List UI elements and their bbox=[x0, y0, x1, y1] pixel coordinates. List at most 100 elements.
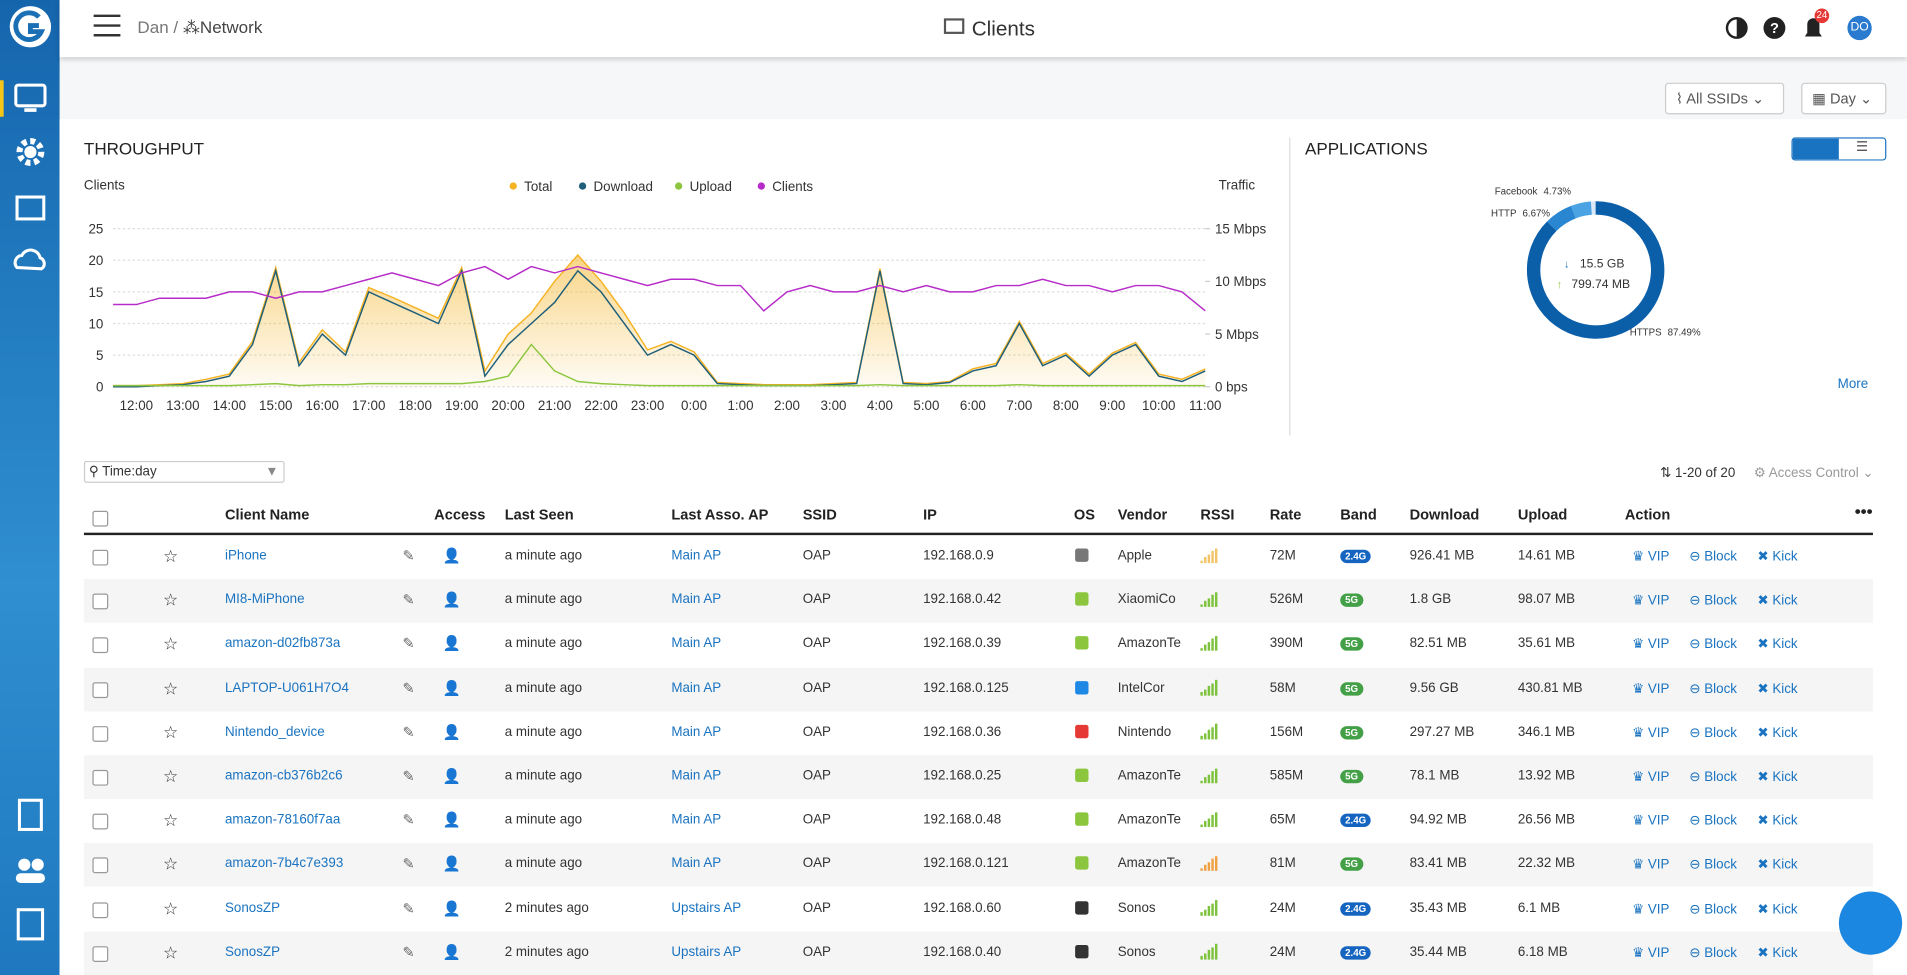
ssid-filter[interactable]: ⌇ All SSIDs ⌄ bbox=[1664, 82, 1785, 115]
notifications-button[interactable] bbox=[1804, 18, 1822, 37]
action-1[interactable]: ⊖ Block bbox=[1689, 593, 1737, 609]
row-checkbox[interactable] bbox=[92, 769, 109, 786]
action-2[interactable]: ✖ Kick bbox=[1757, 725, 1798, 741]
client-name[interactable]: Nintendo_device bbox=[224, 724, 325, 740]
last-ap[interactable]: Main AP bbox=[671, 812, 722, 828]
search-box[interactable]: ⚲ Time:day ▼ bbox=[83, 460, 285, 483]
access-icon[interactable]: 👤 bbox=[442, 899, 461, 917]
star[interactable]: ☆ bbox=[162, 942, 179, 962]
last-ap[interactable]: Main AP bbox=[671, 548, 722, 564]
logo-g[interactable] bbox=[13, 10, 46, 42]
client-name[interactable]: amazon-d02fb873a bbox=[224, 636, 341, 652]
monitor-icon[interactable] bbox=[14, 83, 47, 108]
access-icon[interactable]: 👤 bbox=[442, 855, 461, 873]
last-ap[interactable]: Upstairs AP bbox=[671, 900, 742, 916]
action-2[interactable]: ✖ Kick bbox=[1757, 857, 1798, 873]
avatar[interactable] bbox=[1847, 15, 1872, 41]
action-2[interactable]: ✖ Kick bbox=[1757, 637, 1798, 653]
edit-icon[interactable]: ✎ bbox=[402, 547, 415, 565]
star[interactable]: ☆ bbox=[162, 854, 179, 874]
action-1[interactable]: ⊖ Block bbox=[1689, 769, 1737, 785]
client-name[interactable]: SonosZP bbox=[224, 900, 281, 916]
row-checkbox[interactable] bbox=[92, 549, 109, 566]
action-0[interactable]: ♛ VIP bbox=[1632, 549, 1670, 565]
action-1[interactable]: ⊖ Block bbox=[1689, 637, 1737, 653]
breadcrumb-org[interactable]: Dan bbox=[137, 17, 169, 37]
action-0[interactable]: ♛ VIP bbox=[1632, 725, 1670, 741]
action-2[interactable]: ✖ Kick bbox=[1757, 901, 1798, 917]
report-icon[interactable] bbox=[17, 798, 43, 831]
access-icon[interactable]: 👤 bbox=[442, 767, 461, 785]
client-name[interactable]: amazon-7b4c7e393 bbox=[224, 856, 344, 872]
edit-icon[interactable]: ✎ bbox=[402, 723, 415, 741]
action-2[interactable]: ✖ Kick bbox=[1757, 945, 1798, 961]
access-icon[interactable]: 👤 bbox=[442, 723, 461, 741]
star[interactable]: ☆ bbox=[162, 898, 179, 918]
access-control[interactable]: ⚙ Access Control ⌄ bbox=[1753, 465, 1874, 481]
edit-icon[interactable]: ✎ bbox=[402, 679, 415, 697]
building-icon[interactable] bbox=[16, 908, 45, 941]
star[interactable]: ☆ bbox=[162, 678, 179, 698]
access-icon[interactable]: 👤 bbox=[442, 635, 461, 653]
edit-icon[interactable]: ✎ bbox=[402, 899, 415, 917]
action-2[interactable]: ✖ Kick bbox=[1757, 681, 1798, 697]
action-2[interactable]: ✖ Kick bbox=[1757, 593, 1798, 609]
chat-button[interactable] bbox=[1838, 891, 1903, 955]
action-1[interactable]: ⊖ Block bbox=[1689, 681, 1737, 697]
menu-button[interactable] bbox=[93, 14, 121, 37]
access-icon[interactable]: 👤 bbox=[442, 679, 461, 697]
star[interactable]: ☆ bbox=[162, 766, 179, 786]
settings-icon[interactable] bbox=[16, 138, 45, 167]
row-checkbox[interactable] bbox=[92, 593, 109, 610]
users-icon[interactable] bbox=[18, 858, 31, 871]
breadcrumb-network[interactable]: ⁂Network bbox=[182, 17, 263, 37]
last-ap[interactable]: Main AP bbox=[671, 636, 722, 652]
last-ap[interactable]: Main AP bbox=[671, 856, 722, 872]
action-0[interactable]: ♛ VIP bbox=[1632, 593, 1670, 609]
client-name[interactable]: amazon-78160f7aa bbox=[224, 812, 341, 828]
star[interactable]: ☆ bbox=[162, 722, 179, 742]
action-0[interactable]: ♛ VIP bbox=[1632, 901, 1670, 917]
access-icon[interactable]: 👤 bbox=[442, 591, 461, 609]
action-0[interactable]: ♛ VIP bbox=[1632, 857, 1670, 873]
access-icon[interactable]: 👤 bbox=[442, 811, 461, 829]
client-name[interactable]: SonosZP bbox=[224, 944, 281, 960]
action-2[interactable]: ✖ Kick bbox=[1757, 549, 1798, 565]
access-icon[interactable]: 👤 bbox=[442, 547, 461, 565]
client-name[interactable]: MI8-MiPhone bbox=[224, 592, 305, 608]
action-0[interactable]: ♛ VIP bbox=[1632, 945, 1670, 961]
filter-icon[interactable]: ▼ bbox=[265, 464, 279, 480]
action-0[interactable]: ♛ VIP bbox=[1632, 813, 1670, 829]
last-ap[interactable]: Main AP bbox=[671, 592, 722, 608]
row-checkbox[interactable] bbox=[92, 637, 109, 654]
row-checkbox[interactable] bbox=[92, 857, 109, 874]
action-0[interactable]: ♛ VIP bbox=[1632, 681, 1670, 697]
action-0[interactable]: ♛ VIP bbox=[1632, 637, 1670, 653]
action-1[interactable]: ⊖ Block bbox=[1689, 725, 1737, 741]
star[interactable]: ☆ bbox=[162, 590, 179, 610]
devices-icon[interactable] bbox=[15, 195, 46, 221]
row-checkbox[interactable] bbox=[92, 813, 109, 830]
list-view-button[interactable]: ☰ bbox=[1838, 138, 1886, 160]
more-columns[interactable]: ••• bbox=[1854, 501, 1873, 521]
edit-icon[interactable]: ✎ bbox=[402, 943, 415, 961]
edit-icon[interactable]: ✎ bbox=[402, 591, 415, 609]
edit-icon[interactable]: ✎ bbox=[402, 855, 415, 873]
row-checkbox[interactable] bbox=[92, 945, 109, 962]
last-ap[interactable]: Main AP bbox=[671, 724, 722, 740]
last-ap[interactable]: Upstairs AP bbox=[671, 944, 742, 960]
star[interactable]: ☆ bbox=[162, 810, 179, 830]
help-button[interactable] bbox=[1763, 17, 1786, 39]
star[interactable]: ☆ bbox=[162, 546, 179, 566]
star[interactable]: ☆ bbox=[162, 634, 179, 654]
header-checkbox[interactable] bbox=[92, 510, 109, 527]
period-filter[interactable]: ▦ Day ⌄ bbox=[1801, 82, 1887, 115]
action-1[interactable]: ⊖ Block bbox=[1689, 813, 1737, 829]
edit-icon[interactable]: ✎ bbox=[402, 767, 415, 785]
edit-icon[interactable]: ✎ bbox=[402, 635, 415, 653]
row-checkbox[interactable] bbox=[92, 901, 109, 918]
action-1[interactable]: ⊖ Block bbox=[1689, 901, 1737, 917]
action-2[interactable]: ✖ Kick bbox=[1757, 769, 1798, 785]
action-0[interactable]: ♛ VIP bbox=[1632, 769, 1670, 785]
client-name[interactable]: iPhone bbox=[224, 548, 267, 564]
